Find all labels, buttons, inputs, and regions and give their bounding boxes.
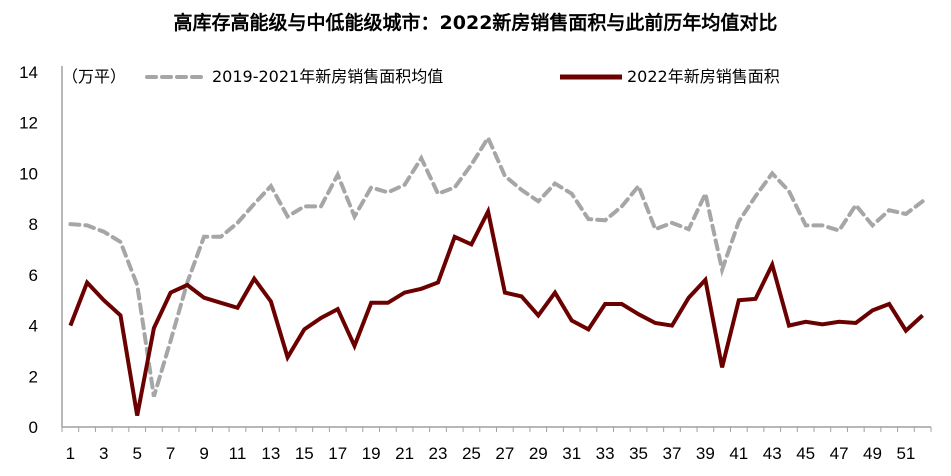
x-tick-label: 41 <box>729 444 748 463</box>
legend-label-2022: 2022年新房销售面积 <box>627 67 780 86</box>
x-tick-label: 39 <box>696 444 715 463</box>
x-tick-label: 13 <box>261 444 280 463</box>
unit-label: （万平） <box>62 67 126 86</box>
x-tick-label: 1 <box>66 444 75 463</box>
x-tick-label: 29 <box>529 444 548 463</box>
x-tick-label: 51 <box>896 444 915 463</box>
y-tick-label: 14 <box>19 63 38 82</box>
x-tick-label: 3 <box>99 444 108 463</box>
x-tick-label: 17 <box>328 444 347 463</box>
x-tick-label: 21 <box>395 444 414 463</box>
sales-2022-line <box>68 205 924 416</box>
legend-label-avg: 2019-2021年新房销售面积均值 <box>212 67 443 86</box>
x-tick-label: 47 <box>830 444 849 463</box>
y-tick-label: 8 <box>29 215 38 234</box>
x-tick-label: 19 <box>362 444 381 463</box>
x-tick-label: 43 <box>763 444 782 463</box>
x-tick-label: 11 <box>229 444 247 463</box>
y-tick-label: 6 <box>29 266 38 285</box>
y-axis: 0 2 4 6 8 10 12 14 <box>19 63 63 437</box>
x-axis: 1 3 5 7 9 11 13 15 17 19 21 23 25 27 29 31 33 35 37 39 41 43 4… <box>61 426 932 463</box>
x-tick-label: 35 <box>629 444 648 463</box>
legend: （万平） 2019-2021年新房销售面积均值 2022年新房销售面积 <box>62 67 780 86</box>
avg-2019-2021-line <box>68 133 925 398</box>
x-tick-label: 25 <box>462 444 481 463</box>
x-tick-label: 31 <box>562 444 581 463</box>
y-tick-label: 4 <box>29 317 38 336</box>
x-tick-label: 15 <box>295 444 314 463</box>
y-tick-label: 2 <box>29 367 38 386</box>
x-tick-label: 33 <box>596 444 615 463</box>
chart-title: 高库存高能级与中低能级城市：2022新房销售面积与此前历年均值对比 <box>173 12 778 34</box>
x-tick-label: 9 <box>199 444 208 463</box>
x-tick-label: 23 <box>429 444 448 463</box>
x-tick-label: 37 <box>663 444 682 463</box>
y-tick-label: 12 <box>19 114 38 133</box>
x-tick-label: 49 <box>863 444 882 463</box>
x-tick-label: 27 <box>495 444 514 463</box>
series-layer <box>68 133 925 416</box>
x-tick-label: 7 <box>166 444 175 463</box>
x-tick-label: 45 <box>796 444 815 463</box>
x-tick-label: 5 <box>132 444 141 463</box>
y-tick-label: 10 <box>19 164 38 183</box>
y-tick-label: 0 <box>29 418 38 437</box>
